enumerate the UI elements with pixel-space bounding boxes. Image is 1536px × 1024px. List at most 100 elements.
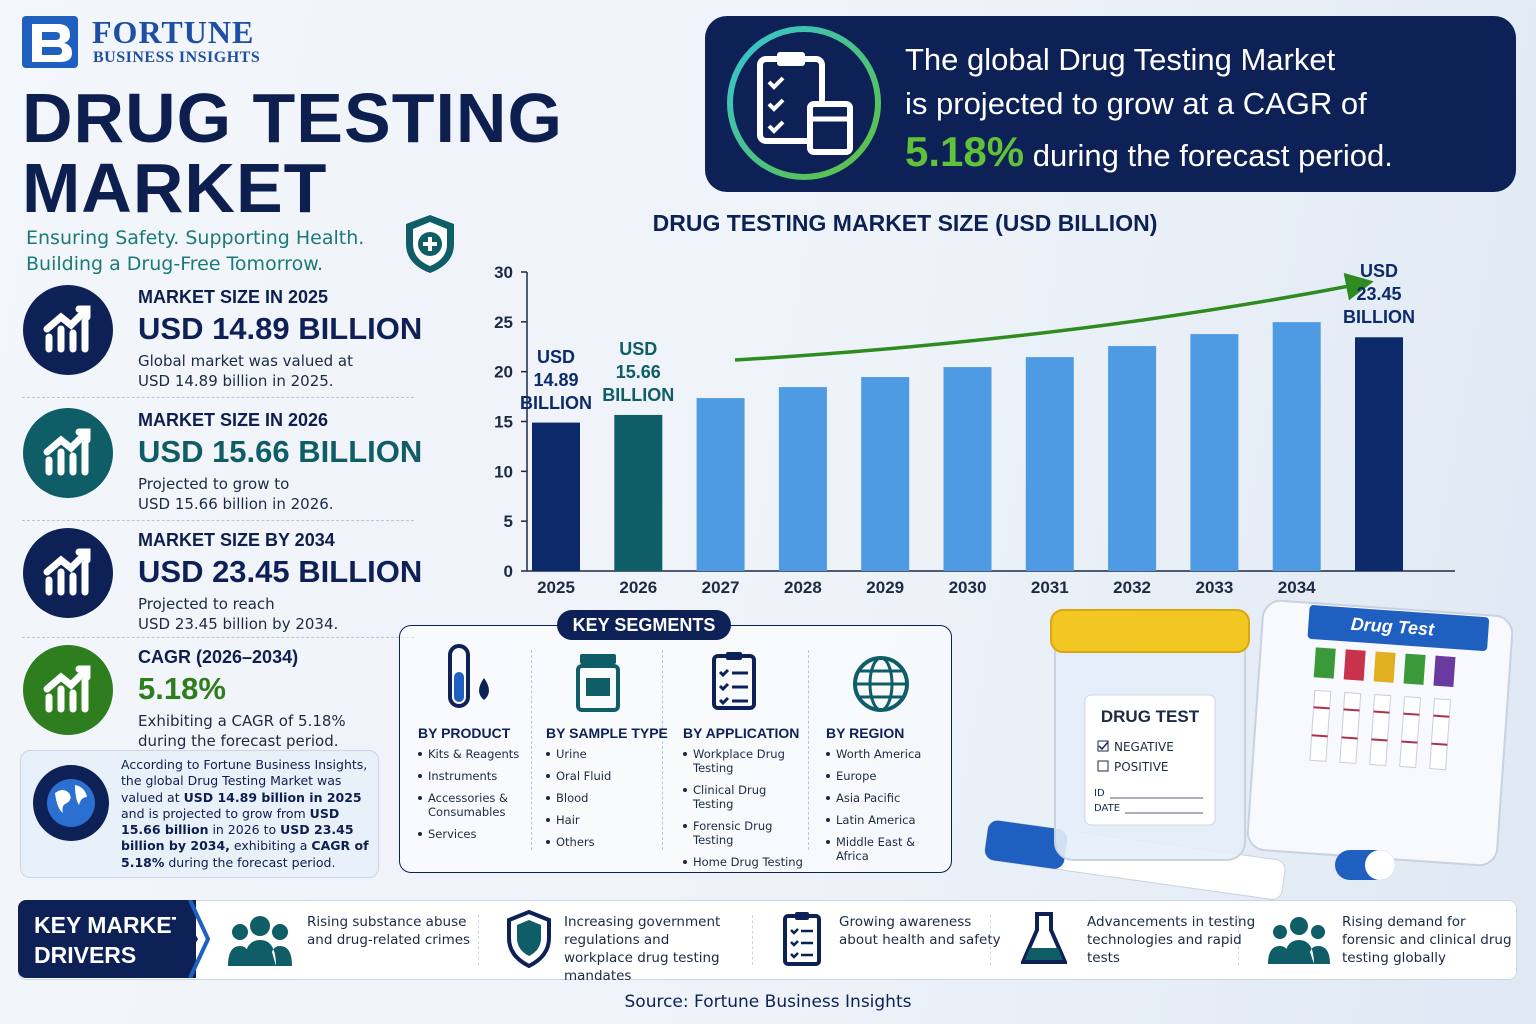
segment-heading: BY APPLICATION (683, 725, 800, 741)
note-segment: USD 15.66 billion (121, 805, 340, 838)
segment-heading: BY SAMPLE TYPE (546, 725, 668, 741)
banner-tail: during the forecast period. (1032, 138, 1393, 173)
separator (22, 397, 414, 398)
segment-item: Home Drug Testing (683, 855, 808, 869)
note-box: According to Fortune Business Insights, … (20, 750, 379, 878)
stat-icon (23, 645, 113, 735)
segment-item: Asia Pacific (826, 791, 951, 805)
stat-icon (23, 528, 113, 618)
segments-title: KEY SEGMENTS (557, 610, 731, 640)
driver-text: Rising demand for forensic and clinical … (1342, 914, 1512, 966)
bar (1025, 357, 1074, 571)
segment-heading: BY PRODUCT (418, 725, 511, 741)
banner-line: The global Drug Testing Market (905, 42, 1336, 77)
stat-icon-glyph (43, 665, 91, 713)
product-illustration: Drug Test DRUG TEST NEGATIVE POSITIVE ID… (984, 600, 1514, 900)
segment-item: Instruments (418, 769, 523, 783)
note-segment: CAGR of 5.18% (121, 838, 369, 870)
divider (662, 650, 663, 850)
glyph (43, 665, 91, 713)
stat-icon (23, 285, 113, 375)
segment-column: BY PRODUCT Kits & Reagents Instruments Acce… (418, 725, 523, 849)
jar-field: ID (1094, 788, 1105, 799)
stat-value: USD 23.45 BILLION (138, 554, 423, 589)
note-segment: USD 14.89 billion in 2025 (183, 789, 362, 805)
bar (1272, 322, 1321, 571)
y-tick-label: 10 (494, 462, 513, 481)
stat-desc: Global market was valued at USD 14.89 bil… (138, 351, 353, 391)
logo-mark (22, 16, 78, 68)
segment-item: Others (546, 835, 671, 849)
chart-title: DRUG TESTING MARKET SIZE (USD BILLION) (653, 210, 1158, 236)
segment-column: BY REGION Worth America Europe Asia Pacific… (826, 725, 951, 871)
segment-item: Worth America (826, 747, 951, 761)
divider (990, 915, 991, 965)
stat-desc-line: USD 14.89 billion in 2025. (138, 372, 334, 390)
stat-icon-glyph (43, 548, 91, 596)
stat-heading: MARKET SIZE BY 2034 (138, 530, 335, 550)
x-tick-label: 2034 (1278, 578, 1316, 597)
stat-desc-line: during the forecast period. (138, 732, 339, 750)
banner-icon (727, 26, 881, 180)
segment-column: BY APPLICATION Workplace Drug Testing Clin… (683, 725, 808, 877)
tagline-line: Ensuring Safety. Supporting Health. (26, 227, 365, 249)
note-text: According to Fortune Business Insights, … (121, 757, 373, 871)
title-line: DRUG TESTING (22, 79, 563, 157)
chart: DRUG TESTING MARKET SIZE (USD BILLION) 0… (494, 210, 1455, 597)
brand-sub: BUSINESS INSIGHTS (93, 49, 261, 66)
segment-item: Hair (546, 813, 671, 827)
separator (22, 520, 414, 521)
y-tick-label: 0 (504, 562, 513, 581)
stat-desc-line: Global market was valued at (138, 352, 353, 370)
bar (943, 367, 992, 571)
drivers-title: KEY MARKET DRIVERS (34, 910, 186, 970)
application-icon (712, 652, 756, 710)
stat-desc: Exhibiting a CAGR of 5.18% during the for… (138, 711, 346, 751)
stat: MARKET SIZE BY 2034 USD 23.45 BILLION Proj… (18, 528, 422, 638)
x-tick-label: 2027 (702, 578, 740, 597)
bar (696, 398, 745, 571)
stat-desc-line: Projected to reach (138, 595, 275, 613)
value-label: USD 23.45 BILLION (1343, 261, 1415, 328)
tagline-line: Building a Drug-Free Tomorrow. (26, 253, 324, 275)
stat: CAGR (2026–2034) 5.18% Exhibiting a CAGR o… (18, 645, 418, 755)
stat-heading: CAGR (2026–2034) (138, 647, 299, 667)
stat-desc-line: USD 15.66 billion in 2026. (138, 495, 334, 513)
segment-item: Europe (826, 769, 951, 783)
bar (614, 414, 663, 571)
y-tick-label: 30 (494, 263, 513, 282)
chart-area: DRUG TESTING MARKET SIZE (USD BILLION) 0… (470, 210, 1470, 610)
bar (532, 422, 580, 571)
drivers-bar (18, 900, 1517, 980)
banner-highlight: 5.18% (905, 128, 1025, 175)
value-label: USD 14.89 BILLION (520, 346, 592, 413)
x-tick-label: 2033 (1195, 578, 1233, 597)
drivers-title-line: KEY MARKET (34, 912, 186, 938)
divider (478, 915, 479, 965)
bar (1190, 334, 1239, 571)
x-tick-label: 2031 (1031, 578, 1069, 597)
segment-heading: BY REGION (826, 725, 905, 741)
jar-option: POSITIVE (1114, 760, 1169, 774)
stat-icon-glyph (43, 428, 91, 476)
drivers-title-line: DRIVERS (34, 942, 137, 968)
stat-desc-line: Projected to grow to (138, 475, 290, 493)
sample-icon (576, 654, 620, 712)
stat-desc-line: USD 23.45 billion by 2034. (138, 615, 339, 633)
banner-line: 5.18% during the forecast period. (905, 128, 1393, 176)
y-tick-label: 25 (494, 313, 513, 332)
x-tick-label: 2032 (1113, 578, 1151, 597)
jar-option: NEGATIVE (1114, 740, 1174, 754)
people-icon (1268, 917, 1330, 964)
source: Source: Fortune Business Insights (624, 992, 912, 1012)
x-tick-label: 2028 (784, 578, 822, 597)
stat-icon (23, 408, 113, 498)
bar (1355, 337, 1403, 571)
stat: MARKET SIZE IN 2025 USD 14.89 BILLION Glob… (18, 285, 422, 395)
segment-item: Workplace Drug Testing (683, 747, 808, 775)
glyph (43, 305, 91, 353)
divider (531, 650, 532, 850)
y-tick-label: 20 (494, 363, 513, 382)
bar (861, 377, 910, 571)
